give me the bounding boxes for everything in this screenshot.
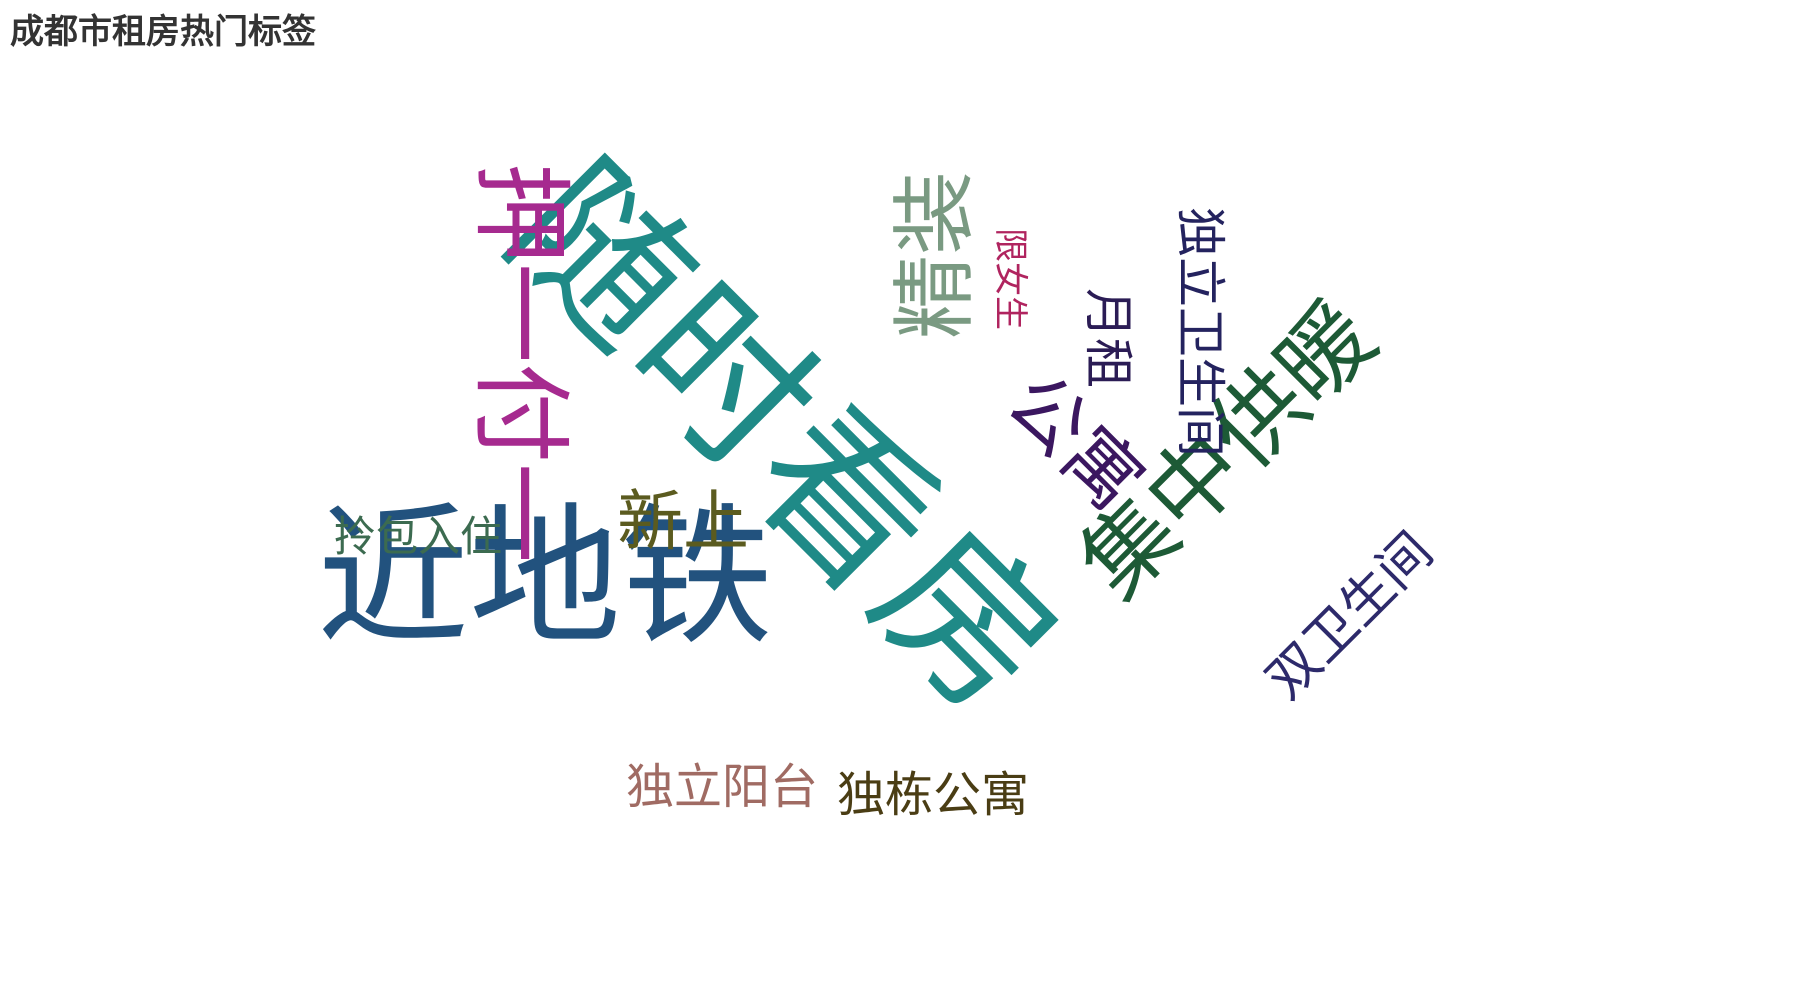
- word-14: 限女生: [990, 228, 1030, 330]
- word-13: 拎包入住: [334, 512, 503, 561]
- word-7: 新上: [617, 483, 749, 560]
- word-9: 独立卫生间: [1171, 207, 1229, 457]
- word-5: 精装: [886, 170, 985, 340]
- word-12: 独立阳台: [626, 759, 819, 815]
- chart-title: 成都市租房热门标签: [10, 12, 316, 52]
- word-10: 月租: [1079, 288, 1137, 388]
- word-8: 双卫生间: [1255, 521, 1445, 711]
- word-11: 独栋公寓: [837, 767, 1030, 823]
- word-3: 押一付一: [462, 163, 579, 563]
- word-2: 近地铁: [317, 489, 773, 666]
